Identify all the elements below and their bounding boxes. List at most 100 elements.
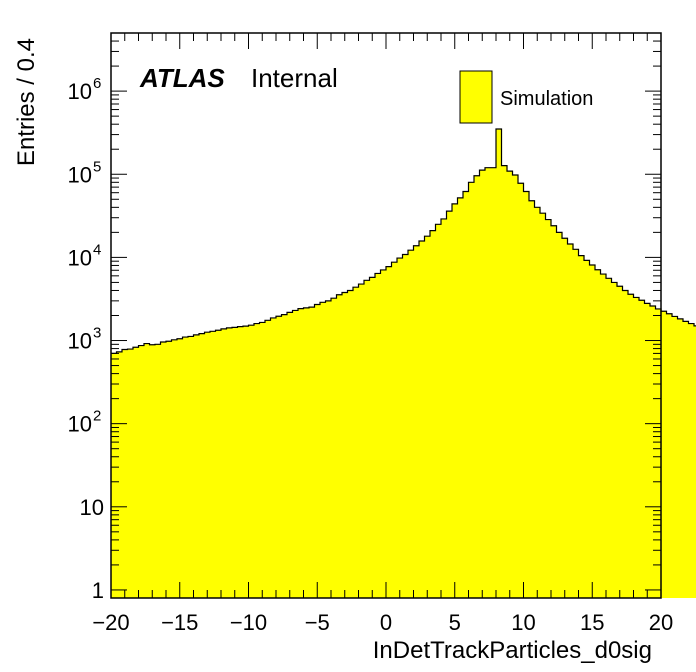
histogram-bin bbox=[397, 258, 404, 598]
histogram-bin bbox=[441, 218, 448, 598]
histogram-bin bbox=[160, 342, 167, 598]
histogram-bin bbox=[446, 211, 453, 598]
x-tick-label: −5 bbox=[305, 610, 330, 635]
histogram-bin bbox=[336, 294, 343, 598]
histogram-bin bbox=[672, 316, 679, 598]
histogram-bin bbox=[661, 311, 668, 598]
histogram-bin bbox=[556, 232, 563, 598]
histogram-bin bbox=[116, 351, 123, 598]
histogram-bin bbox=[688, 323, 695, 598]
y-tick-exponent: 3 bbox=[93, 325, 101, 342]
histogram-bin bbox=[133, 347, 140, 598]
histogram-bin bbox=[314, 304, 321, 598]
y-tick-label: 10 bbox=[80, 495, 104, 520]
histogram-bin bbox=[694, 325, 696, 598]
histogram-bin bbox=[617, 286, 624, 598]
legend-swatch-simulation bbox=[459, 70, 493, 124]
histogram-bin bbox=[287, 312, 294, 598]
histogram-bin bbox=[534, 207, 541, 599]
histogram-bin bbox=[149, 344, 156, 598]
histogram-bin bbox=[562, 238, 569, 598]
histogram-bin bbox=[391, 262, 398, 598]
histogram-bin bbox=[419, 240, 426, 599]
histogram-bin bbox=[320, 302, 327, 598]
histogram-bin bbox=[490, 167, 497, 598]
histogram-bin bbox=[353, 287, 360, 598]
histogram-bin bbox=[457, 197, 464, 598]
histogram-bin bbox=[463, 191, 470, 599]
histogram-bin bbox=[567, 243, 574, 598]
histogram-bin bbox=[193, 334, 200, 598]
histogram-bin bbox=[265, 320, 272, 598]
histogram-bin bbox=[644, 303, 651, 598]
histogram-bin bbox=[276, 316, 283, 598]
histogram-bin bbox=[237, 326, 244, 598]
histogram-bin bbox=[413, 245, 420, 598]
axis-ticks bbox=[110, 32, 662, 598]
histogram-bin bbox=[221, 328, 228, 598]
histogram-bin bbox=[215, 330, 222, 598]
histogram-bin bbox=[633, 297, 640, 598]
histogram-bin bbox=[248, 325, 255, 598]
histogram-bin bbox=[122, 349, 129, 598]
histogram-bin bbox=[292, 310, 299, 598]
histogram-bin bbox=[144, 343, 151, 598]
x-tick-label: 10 bbox=[511, 610, 535, 635]
histogram-bin bbox=[573, 249, 580, 598]
y-tick-exponent: 5 bbox=[93, 158, 101, 175]
histogram-bin bbox=[408, 250, 415, 598]
histogram-bin bbox=[518, 183, 525, 598]
histogram-bin bbox=[452, 203, 459, 598]
y-tick-exponent: 4 bbox=[93, 241, 101, 258]
histogram-bin bbox=[171, 339, 178, 598]
histogram-bin bbox=[611, 282, 618, 598]
histogram-bars bbox=[111, 129, 696, 599]
histogram-bin bbox=[127, 349, 134, 598]
histogram-bin bbox=[430, 230, 437, 599]
histogram-bin bbox=[545, 219, 552, 599]
histogram-bin bbox=[270, 317, 277, 598]
x-tick-label: 0 bbox=[380, 610, 392, 635]
histogram-bin bbox=[424, 236, 431, 599]
legend-label-simulation: Simulation bbox=[500, 88, 593, 110]
histogram-bin bbox=[435, 224, 442, 598]
x-tick-label: −20 bbox=[92, 610, 129, 635]
histogram-bin bbox=[331, 298, 338, 598]
histogram-bin bbox=[578, 255, 585, 598]
histogram-bin bbox=[325, 300, 332, 598]
y-tick-label: 1 bbox=[92, 578, 104, 603]
histogram-bin bbox=[512, 174, 519, 599]
histogram-bin bbox=[479, 170, 486, 598]
histogram-bin bbox=[683, 321, 690, 598]
histogram-bin bbox=[485, 167, 492, 598]
histogram-bin bbox=[210, 331, 217, 598]
x-tick-labels: −20 −15 −10 −5 0 5 10 15 20 bbox=[92, 610, 673, 635]
histogram-bin bbox=[298, 308, 305, 598]
histogram-bin bbox=[402, 254, 409, 598]
x-axis-title: InDetTrackParticles_d0sig bbox=[373, 637, 652, 664]
y-tick-label: 10 bbox=[68, 162, 92, 187]
histogram-bin bbox=[281, 314, 288, 598]
histogram-bin bbox=[501, 165, 508, 598]
histogram-bin bbox=[155, 344, 162, 598]
histogram-bin bbox=[303, 307, 310, 598]
histogram-bin bbox=[523, 191, 530, 599]
histogram-bin bbox=[199, 333, 206, 598]
y-tick-exponent: 2 bbox=[93, 408, 101, 425]
histogram-bin bbox=[232, 327, 239, 598]
histogram-bin bbox=[182, 337, 189, 598]
histogram-bin bbox=[606, 278, 613, 598]
histogram-bin bbox=[584, 260, 591, 598]
histogram-bin bbox=[650, 306, 657, 598]
y-tick-label: 10 bbox=[68, 245, 92, 270]
histogram-bin bbox=[589, 264, 596, 598]
histogram-bin bbox=[309, 307, 316, 598]
histogram-bin bbox=[540, 213, 547, 598]
histogram-bin bbox=[655, 308, 662, 598]
histogram-bin bbox=[111, 353, 118, 598]
histogram-bin bbox=[468, 182, 475, 599]
histogram-bin bbox=[243, 326, 250, 598]
histogram-bin bbox=[529, 200, 536, 598]
histogram-bin bbox=[551, 225, 558, 598]
y-tick-label: 10 bbox=[68, 79, 92, 104]
